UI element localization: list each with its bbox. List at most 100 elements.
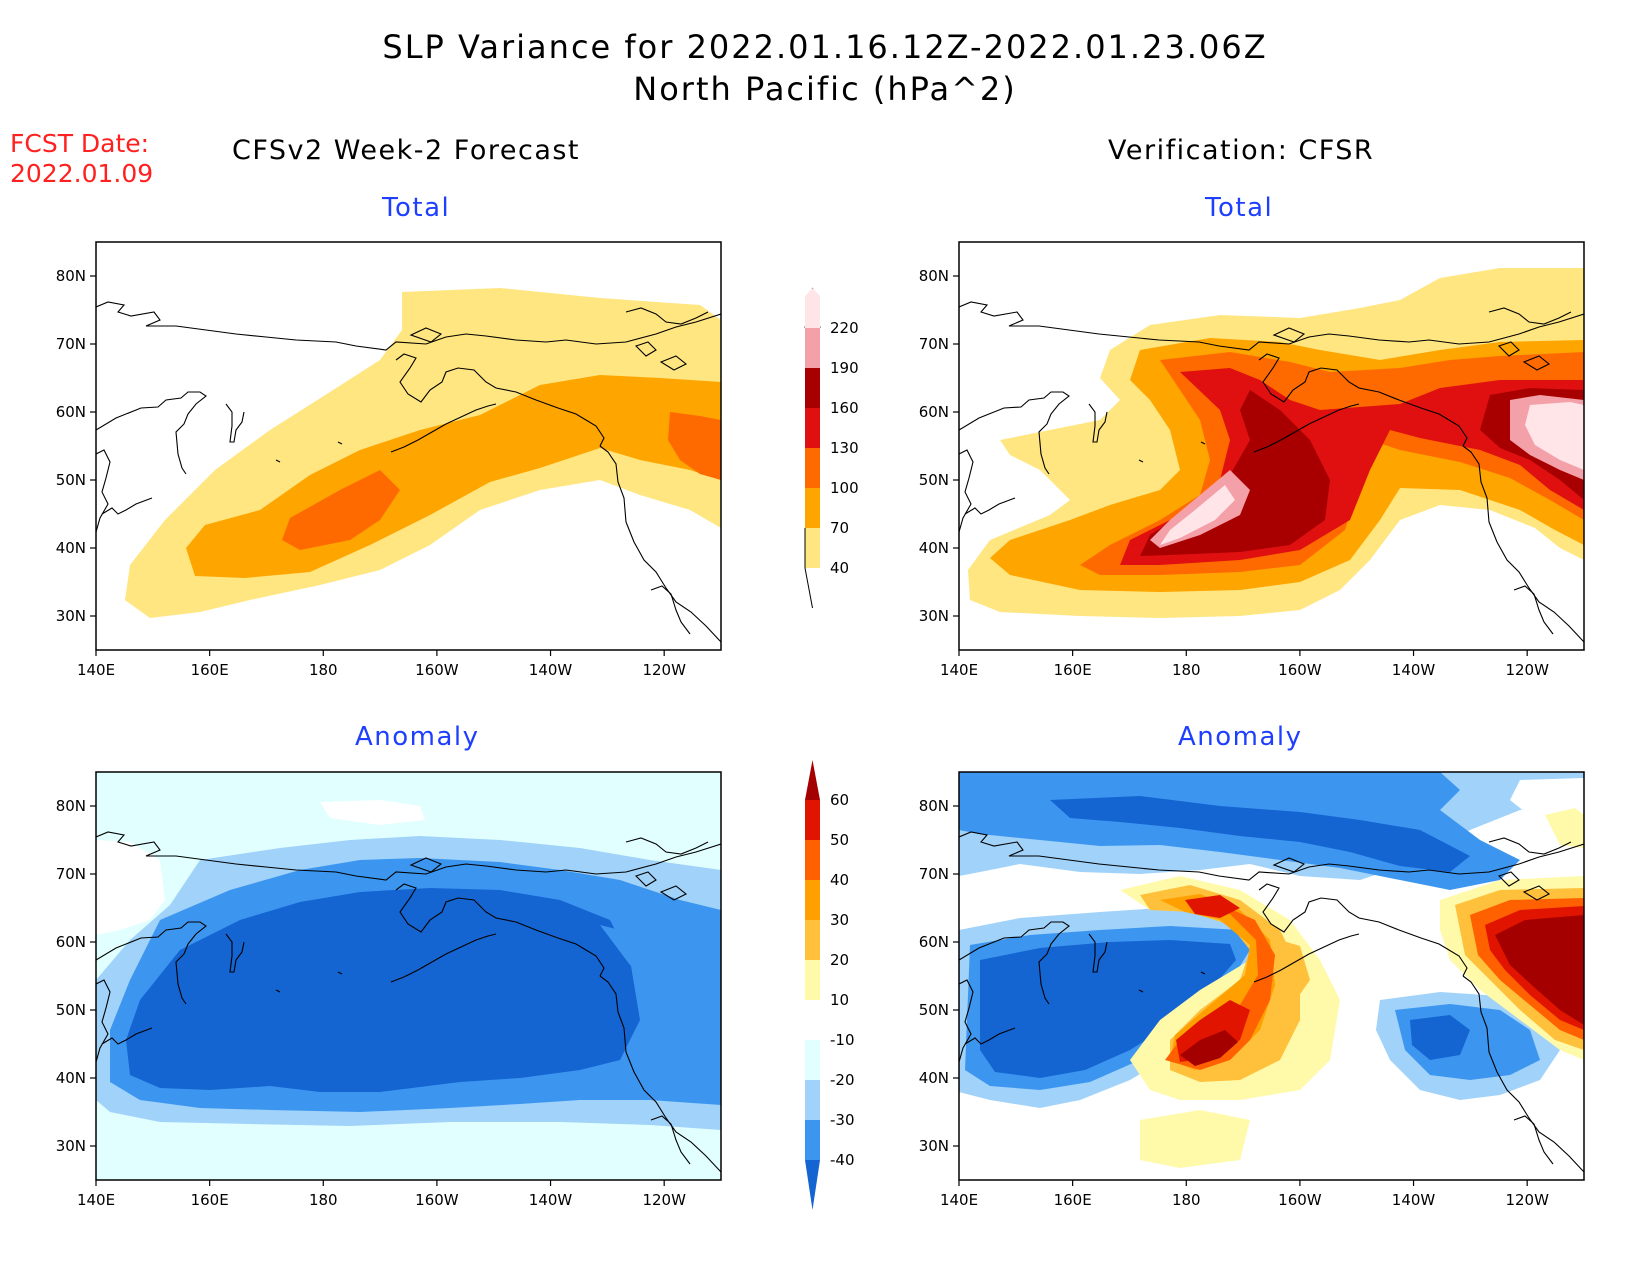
colorbar-anomaly-label: 40	[830, 871, 849, 889]
lat-tick-label: 60N	[919, 933, 949, 951]
lat-tick-label: 30N	[919, 607, 949, 625]
colorbar-total-swatch	[805, 408, 820, 448]
colorbar-anomaly-label: -30	[830, 1111, 855, 1129]
lat-tick-label: 60N	[56, 933, 86, 951]
map-verification-anomaly	[958, 771, 1585, 1181]
axis-ticks: 80N 70N 60N 50N 40N 30N 140E 160E 180 160W 140W 120…	[56, 267, 1549, 1209]
lon-tick-label: 160W	[415, 1191, 459, 1209]
lon-tick-label: 140W	[1392, 1191, 1436, 1209]
lon-tick-label: 140E	[77, 661, 115, 679]
colorbar-anomaly-swatch	[805, 960, 820, 1000]
colorbar-anomaly-swatch	[805, 920, 820, 960]
colorbar-anomaly-label: 60	[830, 791, 849, 809]
colorbar-anomaly-swatch	[805, 1040, 820, 1080]
lat-tick-label: 70N	[919, 335, 949, 353]
colorbar-total-swatch	[805, 328, 820, 368]
lon-tick-label: 160W	[415, 661, 459, 679]
lon-tick-label: 140W	[529, 1191, 573, 1209]
lat-tick-label: 60N	[56, 403, 86, 421]
map-forecast-anomaly	[95, 771, 722, 1181]
colorbar-total-swatch	[805, 288, 820, 328]
lat-tick-label: 50N	[56, 471, 86, 489]
colorbar-total-label: 70	[830, 519, 849, 537]
colorbar-anomaly-swatch	[805, 840, 820, 880]
colorbar-total-label: 190	[830, 359, 859, 377]
lon-tick-label: 140E	[940, 1191, 978, 1209]
colorbar-total-label: 160	[830, 399, 859, 417]
colorbar-anomaly-swatch	[805, 800, 820, 840]
map-forecast-total	[95, 241, 722, 651]
panel-subtitle-forecast-total: Total	[382, 193, 451, 223]
lat-tick-label: 30N	[56, 607, 86, 625]
colorbar-total-swatch	[805, 368, 820, 408]
forecast-date-label: FCST Date:	[10, 129, 150, 158]
colorbar-anomaly-label: -40	[830, 1151, 855, 1169]
lon-tick-label: 180	[1172, 661, 1201, 679]
lon-tick-label: 120W	[1505, 661, 1549, 679]
lat-tick-label: 70N	[919, 865, 949, 883]
colorbar-anomaly-swatch	[805, 1000, 820, 1040]
figure-title-line2: North Pacific (hPa^2)	[633, 70, 1017, 108]
lon-tick-label: 120W	[642, 661, 686, 679]
colorbar-total-label: 100	[830, 479, 859, 497]
lon-tick-label: 160E	[1054, 661, 1092, 679]
colorbar-anomaly-label: -10	[830, 1031, 855, 1049]
lon-tick-label: 160E	[1054, 1191, 1092, 1209]
colorbar-total-swatch	[805, 528, 820, 568]
panel-subtitle-verification-anomaly: Anomaly	[1178, 722, 1303, 752]
lon-tick-label: 160W	[1278, 661, 1322, 679]
lon-tick-label: 180	[1172, 1191, 1201, 1209]
lon-tick-label: 120W	[1505, 1191, 1549, 1209]
colorbar-total-bottom	[804, 528, 813, 609]
panel-subtitle-verification-total: Total	[1205, 193, 1274, 223]
lon-tick-label: 140E	[77, 1191, 115, 1209]
colorbar-anomaly-label: 20	[830, 951, 849, 969]
lat-tick-label: 60N	[919, 403, 949, 421]
colorbar-total-swatch	[805, 488, 820, 528]
lon-tick-label: 180	[309, 1191, 338, 1209]
lat-tick-label: 80N	[919, 797, 949, 815]
lon-tick-label: 140W	[1392, 661, 1436, 679]
lat-tick-label: 70N	[56, 335, 86, 353]
colorbar-total-label: 130	[830, 439, 859, 457]
lat-tick-label: 80N	[919, 267, 949, 285]
lat-tick-label: 50N	[919, 1001, 949, 1019]
lat-tick-label: 40N	[919, 1069, 949, 1087]
map-verification-total	[958, 241, 1585, 651]
lat-tick-label: 30N	[56, 1137, 86, 1155]
column-title-forecast: CFSv2 Week-2 Forecast	[232, 135, 581, 166]
colorbar-anomaly-swatch	[805, 760, 820, 800]
column-title-verification: Verification: CFSR	[1108, 135, 1375, 166]
lat-tick-label: 40N	[56, 1069, 86, 1087]
lat-tick-label: 40N	[919, 539, 949, 557]
colorbar-anomaly-label: -20	[830, 1071, 855, 1089]
colorbar-total-label: 40	[830, 559, 849, 577]
colorbar-anomaly-swatch	[805, 1080, 820, 1120]
colorbar-anomaly-swatch	[805, 880, 820, 920]
colorbar-total: 40 70 100 130 160 190 220	[804, 287, 859, 609]
lat-tick-label: 70N	[56, 865, 86, 883]
lon-tick-label: 120W	[642, 1191, 686, 1209]
lat-tick-label: 50N	[56, 1001, 86, 1019]
colorbar-anomaly-swatch	[805, 1160, 820, 1210]
lat-tick-label: 80N	[56, 267, 86, 285]
lat-tick-label: 50N	[919, 471, 949, 489]
figure-title-line1: SLP Variance for 2022.01.16.12Z-2022.01.…	[382, 28, 1268, 66]
lon-tick-label: 180	[309, 661, 338, 679]
forecast-date-value: 2022.01.09	[10, 159, 154, 188]
colorbar-anomaly-label: 30	[830, 911, 849, 929]
colorbar-total-label: 220	[830, 319, 859, 337]
colorbar-anomaly-swatch	[805, 1120, 820, 1160]
colorbar-anomaly: -40 -30 -20 -10 10 20 30 40 50 60	[805, 760, 855, 1210]
colorbar-anomaly-label: 10	[830, 991, 849, 1009]
colorbar-anomaly-label: 50	[830, 831, 849, 849]
lon-tick-label: 160E	[191, 661, 229, 679]
lat-tick-label: 40N	[56, 539, 86, 557]
lon-tick-label: 140E	[940, 661, 978, 679]
lat-tick-label: 80N	[56, 797, 86, 815]
panel-subtitle-forecast-anomaly: Anomaly	[355, 722, 480, 752]
lon-tick-label: 160W	[1278, 1191, 1322, 1209]
lon-tick-label: 160E	[191, 1191, 229, 1209]
lat-tick-label: 30N	[919, 1137, 949, 1155]
